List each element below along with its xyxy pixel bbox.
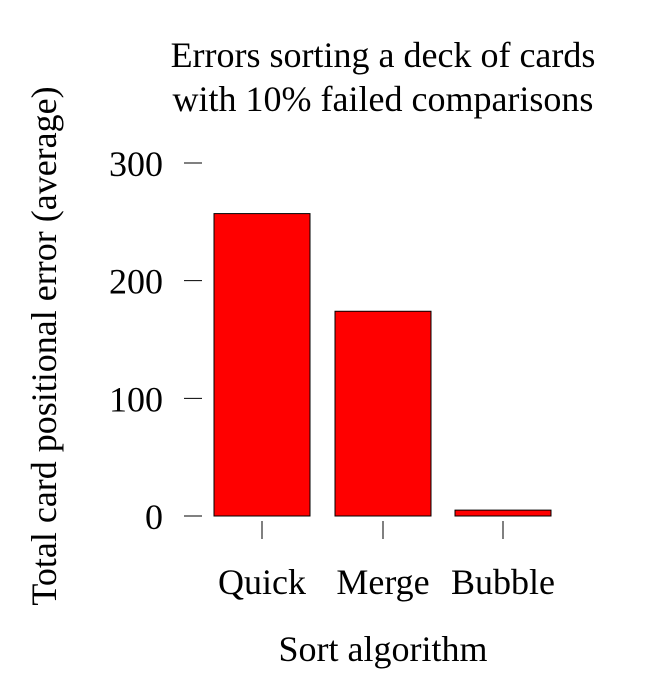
x-tick-label-bubble: Bubble [451,562,555,602]
chart-title-line-2: with 10% failed comparisons [173,79,594,119]
y-tick-label: 0 [145,497,163,537]
x-axis-title: Sort algorithm [279,629,488,669]
y-tick-label: 300 [109,144,163,184]
y-axis: 0 100 200 300 [109,144,202,537]
bars [213,213,552,517]
bar-bubble [454,509,552,517]
bar-merge [334,310,432,517]
chart-title: Errors sorting a deck of cards with 10% … [171,35,596,119]
x-tick-label-quick: Quick [218,562,306,602]
x-axis: Quick Merge Bubble [218,521,555,602]
y-tick-label: 100 [109,379,163,419]
chart-title-line-1: Errors sorting a deck of cards [171,35,596,75]
y-tick-label: 200 [109,262,163,302]
x-tick-label-merge: Merge [336,562,429,602]
y-axis-title: Total card positional error (average) [24,86,64,605]
bar-quick [213,213,311,517]
